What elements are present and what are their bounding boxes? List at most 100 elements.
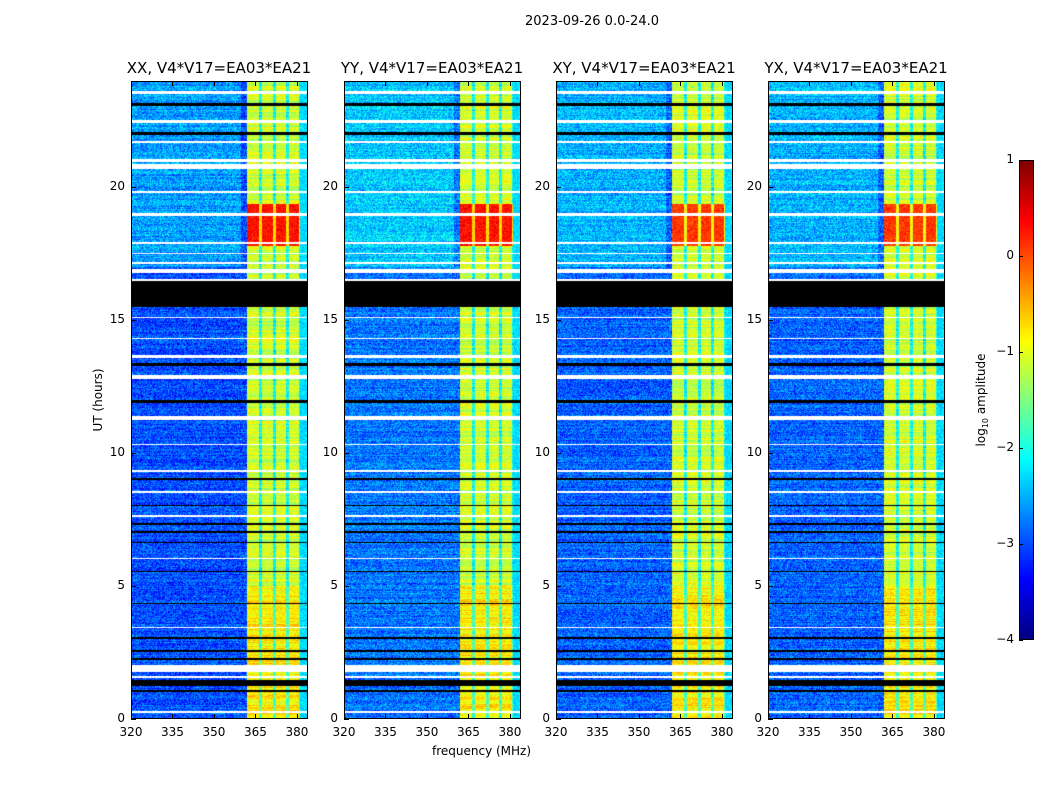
y-tick-label: 0 bbox=[330, 711, 338, 725]
y-tick-label: 20 bbox=[322, 179, 338, 194]
x-tick-label: 320 bbox=[544, 725, 568, 739]
x-tick-mark-top bbox=[296, 81, 298, 86]
x-tick-mark-top bbox=[468, 81, 470, 86]
y-tick-label: 15 bbox=[534, 312, 550, 327]
colorbar-tick-mark bbox=[1019, 256, 1023, 257]
y-tick-label: 20 bbox=[534, 179, 550, 194]
colorbar-tick-mark bbox=[1019, 544, 1023, 545]
y-tick-mark bbox=[344, 719, 349, 720]
y-tick-label: 0 bbox=[542, 711, 550, 725]
x-tick-mark bbox=[213, 714, 215, 719]
colorbar-label-sub: 10 bbox=[981, 417, 991, 429]
y-tick-mark bbox=[344, 320, 349, 322]
x-tick-mark bbox=[680, 714, 682, 719]
y-tick-mark bbox=[344, 187, 349, 189]
y-tick-label: 20 bbox=[746, 179, 762, 194]
y-tick-mark bbox=[768, 453, 773, 455]
y-tick-mark bbox=[768, 586, 773, 588]
y-tick-mark bbox=[131, 187, 136, 189]
x-tick-label: 335 bbox=[586, 725, 609, 739]
y-tick-label: 15 bbox=[322, 312, 338, 327]
x-tick-mark-top bbox=[344, 81, 345, 86]
heatmap-panel-xy bbox=[556, 81, 733, 719]
y-tick-mark bbox=[344, 453, 349, 455]
x-tick-mark bbox=[768, 714, 769, 719]
y-tick-mark bbox=[768, 719, 773, 720]
x-tick-mark-top bbox=[172, 81, 174, 86]
x-tick-label: 380 bbox=[498, 725, 522, 739]
heatmap-image bbox=[345, 82, 520, 718]
x-tick-mark-top bbox=[131, 81, 132, 86]
x-tick-label: 380 bbox=[710, 725, 734, 739]
colorbar-tick-mark bbox=[1019, 640, 1023, 641]
y-tick-label: 10 bbox=[322, 445, 338, 460]
x-tick-mark bbox=[809, 714, 811, 719]
y-tick-label: 5 bbox=[542, 578, 550, 593]
x-tick-label: 335 bbox=[161, 725, 184, 739]
x-tick-mark bbox=[933, 714, 935, 719]
y-tick-mark bbox=[768, 187, 773, 189]
x-tick-mark bbox=[509, 714, 511, 719]
y-tick-mark bbox=[131, 719, 136, 720]
x-tick-mark-top bbox=[213, 81, 215, 86]
y-tick-mark bbox=[556, 320, 561, 322]
panel-title: YX, V4*V17=EA03*EA21 bbox=[764, 59, 948, 77]
colorbar-tick-label: −3 bbox=[996, 536, 1014, 550]
x-tick-label: 320 bbox=[756, 725, 780, 739]
y-tick-mark bbox=[131, 586, 136, 588]
x-tick-mark bbox=[385, 714, 387, 719]
x-tick-mark-top bbox=[850, 81, 852, 86]
y-tick-mark bbox=[556, 187, 561, 189]
x-tick-mark-top bbox=[255, 81, 257, 86]
x-tick-mark-top bbox=[426, 81, 428, 86]
x-tick-label: 350 bbox=[627, 725, 651, 739]
y-tick-label: 5 bbox=[117, 578, 125, 593]
heatmap-image bbox=[769, 82, 944, 718]
x-tick-mark-top bbox=[809, 81, 811, 86]
heatmap-panel-yy bbox=[344, 81, 521, 719]
colorbar-tick-mark bbox=[1019, 448, 1023, 449]
colorbar-tick-label: 1 bbox=[1006, 152, 1014, 166]
x-tick-mark bbox=[850, 714, 852, 719]
y-tick-mark bbox=[131, 320, 136, 322]
x-tick-mark bbox=[892, 714, 894, 719]
x-tick-label: 365 bbox=[457, 725, 480, 739]
y-tick-label: 10 bbox=[746, 445, 762, 460]
x-axis-label: frequency (MHz) bbox=[432, 744, 532, 758]
x-tick-mark-top bbox=[721, 81, 723, 86]
y-tick-mark bbox=[556, 453, 561, 455]
panel-title: XY, V4*V17=EA03*EA21 bbox=[552, 59, 736, 77]
x-tick-mark-top bbox=[556, 81, 557, 86]
x-tick-mark-top bbox=[597, 81, 599, 86]
colorbar-tick-label: −2 bbox=[996, 440, 1014, 454]
y-tick-label: 5 bbox=[330, 578, 338, 593]
x-tick-mark bbox=[296, 714, 298, 719]
x-tick-label: 350 bbox=[415, 725, 439, 739]
y-tick-label: 10 bbox=[109, 445, 125, 460]
colorbar-tick-label: 0 bbox=[1006, 248, 1014, 262]
x-tick-label: 365 bbox=[669, 725, 692, 739]
y-tick-mark bbox=[556, 719, 561, 720]
x-tick-mark-top bbox=[509, 81, 511, 86]
panel-title: YY, V4*V17=EA03*EA21 bbox=[340, 59, 524, 77]
colorbar-tick-mark bbox=[1019, 160, 1023, 161]
x-tick-mark-top bbox=[892, 81, 894, 86]
x-tick-mark-top bbox=[385, 81, 387, 86]
y-tick-mark bbox=[768, 320, 773, 322]
heatmap-image bbox=[557, 82, 732, 718]
panel-title: XX, V4*V17=EA03*EA21 bbox=[126, 59, 312, 77]
y-tick-label: 5 bbox=[754, 578, 762, 593]
y-tick-label: 0 bbox=[754, 711, 762, 725]
x-tick-label: 335 bbox=[374, 725, 397, 739]
y-tick-mark bbox=[344, 586, 349, 588]
x-tick-label: 365 bbox=[244, 725, 267, 739]
colorbar-label: log10 amplitude bbox=[974, 354, 990, 447]
colorbar bbox=[1019, 160, 1034, 640]
x-tick-mark-top bbox=[768, 81, 769, 86]
colorbar-tick-label: −4 bbox=[996, 632, 1014, 646]
y-tick-label: 10 bbox=[534, 445, 550, 460]
x-tick-mark bbox=[255, 714, 257, 719]
x-tick-mark-top bbox=[680, 81, 682, 86]
y-tick-label: 15 bbox=[746, 312, 762, 327]
x-tick-label: 380 bbox=[285, 725, 309, 739]
